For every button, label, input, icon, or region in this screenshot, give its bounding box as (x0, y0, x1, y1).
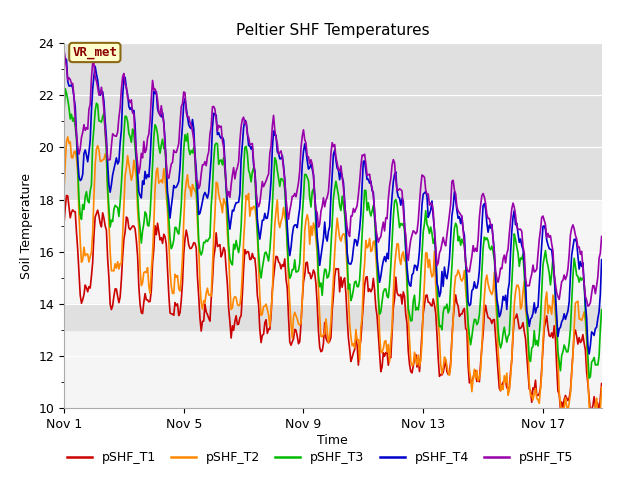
pSHF_T1 (554, 388, 562, 394)
pSHF_T3 (476, 312, 483, 318)
pSHF_T5 (474, 237, 482, 242)
Line: pSHF_T1: pSHF_T1 (64, 195, 602, 415)
pSHF_T5 (60, 47, 68, 53)
pSHF_T5 (101, 128, 109, 133)
pSHF_T2 (598, 384, 605, 390)
pSHF_T2 (554, 357, 562, 362)
pSHF_T4 (598, 257, 605, 263)
pSHF_T1 (435, 355, 442, 361)
pSHF_T2 (102, 156, 110, 162)
X-axis label: Time: Time (317, 433, 348, 446)
pSHF_T3 (554, 349, 562, 355)
pSHF_T3 (487, 247, 495, 252)
pSHF_T5 (598, 234, 605, 240)
pSHF_T4 (586, 351, 593, 357)
Line: pSHF_T5: pSHF_T5 (64, 50, 602, 306)
pSHF_T5 (553, 290, 561, 296)
pSHF_T4 (373, 255, 381, 261)
pSHF_T4 (476, 268, 483, 274)
pSHF_T3 (373, 260, 381, 265)
pSHF_T4 (435, 285, 442, 290)
Y-axis label: Soil Temperature: Soil Temperature (20, 173, 33, 278)
pSHF_T2 (64, 134, 72, 140)
pSHF_T1 (598, 381, 605, 386)
pSHF_T5 (372, 226, 380, 231)
pSHF_T4 (60, 63, 68, 69)
pSHF_T3 (61, 86, 69, 92)
Bar (64, 304, 602, 330)
Line: pSHF_T3: pSHF_T3 (64, 89, 602, 378)
pSHF_T5 (584, 303, 592, 309)
pSHF_T4 (487, 225, 495, 231)
pSHF_T2 (476, 375, 483, 381)
pSHF_T5 (486, 216, 493, 221)
pSHF_T3 (598, 307, 605, 313)
pSHF_T2 (435, 318, 442, 324)
Line: pSHF_T2: pSHF_T2 (64, 137, 602, 423)
pSHF_T1 (373, 313, 381, 319)
Line: pSHF_T4: pSHF_T4 (64, 59, 602, 354)
pSHF_T2 (373, 273, 381, 278)
pSHF_T1 (60, 221, 68, 227)
pSHF_T1 (487, 317, 495, 323)
pSHF_T4 (61, 56, 69, 61)
pSHF_T1 (476, 379, 483, 384)
pSHF_T2 (586, 420, 594, 426)
pSHF_T1 (63, 192, 70, 198)
pSHF_T4 (102, 135, 110, 141)
pSHF_T3 (435, 306, 442, 312)
pSHF_T1 (102, 228, 110, 233)
Bar (64, 43, 602, 200)
pSHF_T3 (60, 109, 68, 115)
pSHF_T3 (102, 150, 110, 156)
pSHF_T5 (433, 263, 441, 268)
pSHF_T1 (595, 412, 603, 418)
Title: Peltier SHF Temperatures: Peltier SHF Temperatures (236, 23, 429, 38)
pSHF_T2 (487, 289, 495, 295)
pSHF_T3 (586, 375, 593, 381)
pSHF_T2 (60, 188, 68, 194)
Text: VR_met: VR_met (72, 46, 117, 59)
Legend: pSHF_T1, pSHF_T2, pSHF_T3, pSHF_T4, pSHF_T5: pSHF_T1, pSHF_T2, pSHF_T3, pSHF_T4, pSHF… (62, 446, 578, 469)
pSHF_T4 (554, 334, 562, 339)
